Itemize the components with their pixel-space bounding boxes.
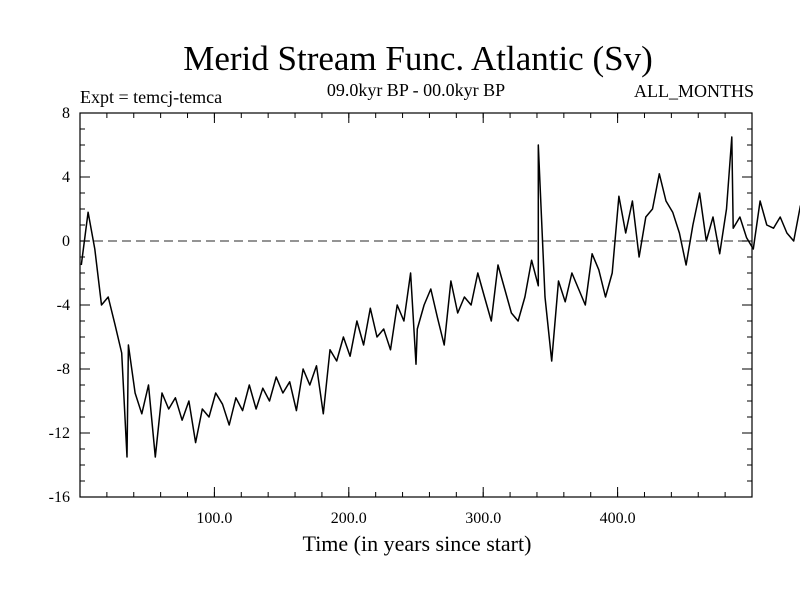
y-tick-label: -4 — [57, 297, 70, 314]
y-tick-label: -12 — [49, 425, 70, 442]
x-tick-label: 400.0 — [600, 510, 636, 527]
months-label: ALL_MONTHS — [634, 81, 754, 101]
plot-area: 100.0 200.0 300.0 400.0 8 4 0 -4 -8 -12 -16 — [49, 105, 800, 527]
chart-title: Merid Stream Func. Atlantic (Sv) — [183, 39, 653, 78]
y-tick-label: -16 — [49, 489, 70, 506]
experiment-label: Expt = temcj-temca — [80, 87, 222, 107]
y-tick-label: 0 — [62, 233, 70, 250]
y-tick-label: 4 — [62, 169, 70, 186]
plot-frame — [79, 112, 753, 498]
series-line — [80, 136, 800, 458]
y-tick-label: 8 — [62, 105, 70, 122]
time-range-label: 09.0kyr BP - 00.0kyr BP — [327, 80, 505, 100]
x-tick-label: 100.0 — [196, 510, 232, 527]
x-tick-label: 300.0 — [465, 510, 501, 527]
x-tick-label: 200.0 — [331, 510, 367, 527]
y-tick-label: -8 — [57, 361, 70, 378]
x-axis-label: Time (in years since start) — [303, 531, 532, 556]
